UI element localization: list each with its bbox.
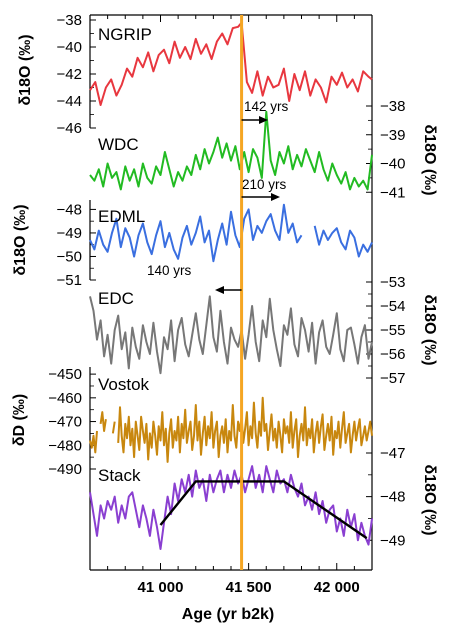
edml-lag-arrow-head [271, 193, 280, 201]
y-tick-label-edml: −50 [57, 248, 82, 265]
x-tick-label: 41 000 [138, 579, 184, 596]
y-tick-label-wdc: −39 [380, 127, 405, 144]
y-tick-label-ngrip: −42 [57, 66, 82, 83]
overlay-layer: NGRIP WDC EDML EDC Vostok Stack 142 yrs 210 yrs… [98, 15, 368, 570]
frame-layer: 41 000 41 500 42 000 −38 −40 −42 −44 −46 δ18O (‰… [11, 12, 438, 596]
edc-lag-label: 140 yrs [147, 263, 192, 278]
y-axis-label-edc: δ18O (‰) [421, 294, 438, 365]
series-line-ngrip [89, 21, 373, 106]
series-line-edc [89, 295, 373, 375]
y-axis-label-stack: δ18O (‰) [421, 464, 438, 535]
y-tick-label-edc: −54 [380, 298, 405, 315]
y-tick-label-edml: −51 [57, 272, 82, 289]
y-tick-label-edc: −56 [380, 346, 405, 363]
y-tick-label-vostok: −460 [48, 390, 82, 407]
y-tick-label-wdc: −41 [380, 184, 405, 201]
series-line-wdc [89, 110, 373, 191]
y-tick-label-stack: −48 [380, 489, 405, 506]
series-line-stack [89, 465, 373, 550]
edml-lag-label: 210 yrs [242, 177, 287, 192]
y-tick-label-vostok: −470 [48, 414, 82, 431]
y-tick-label-edml: −49 [57, 225, 82, 242]
y-tick-label-edml: −48 [57, 201, 82, 218]
y-axis-label-wdc: δ18O (‰) [421, 124, 438, 195]
y-tick-label-vostok: −480 [48, 437, 82, 454]
y-tick-label-edc: −53 [380, 274, 405, 291]
y-tick-label-vostok: −490 [48, 461, 82, 478]
y-tick-label-ngrip: −38 [57, 12, 82, 29]
record-label-vostok: Vostok [98, 375, 150, 394]
series-line-edml [89, 203, 373, 263]
x-tick-label: 42 000 [314, 579, 360, 596]
x-tick-label: 41 500 [226, 579, 272, 596]
y-tick-label-wdc: −38 [380, 98, 405, 115]
record-label-wdc: WDC [98, 135, 139, 154]
y-tick-label-ngrip: −40 [57, 39, 82, 56]
y-tick-label-edc: −57 [380, 370, 405, 387]
wdc-lag-arrow-head [259, 116, 268, 124]
x-axis-title: Age (yr b2k) [182, 606, 274, 623]
record-label-stack: Stack [98, 466, 141, 485]
y-tick-label-ngrip: −46 [57, 120, 82, 137]
record-label-edml: EDML [98, 207, 145, 226]
y-tick-label-wdc: −40 [380, 156, 405, 173]
series-line-vostok [89, 396, 373, 463]
y-axis-label-edml: δ18O (‰) [12, 204, 29, 275]
y-tick-label-stack: −49 [380, 532, 405, 549]
y-tick-label-edc: −55 [380, 322, 405, 339]
y-tick-label-stack: −47 [380, 445, 405, 462]
y-axis-label-vostok: δD (‰) [11, 394, 28, 446]
ramp-fit-line [159, 480, 368, 540]
y-axis-label-ngrip: δ18O (‰) [17, 34, 34, 105]
data-layer [89, 21, 373, 550]
y-tick-label-ngrip: −44 [57, 93, 82, 110]
y-tick-label-vostok: −450 [48, 366, 82, 383]
edc-lag-arrow-head [215, 286, 224, 294]
record-label-edc: EDC [98, 289, 134, 308]
record-label-ngrip: NGRIP [98, 25, 152, 44]
wdc-lag-label: 142 yrs [244, 99, 289, 114]
